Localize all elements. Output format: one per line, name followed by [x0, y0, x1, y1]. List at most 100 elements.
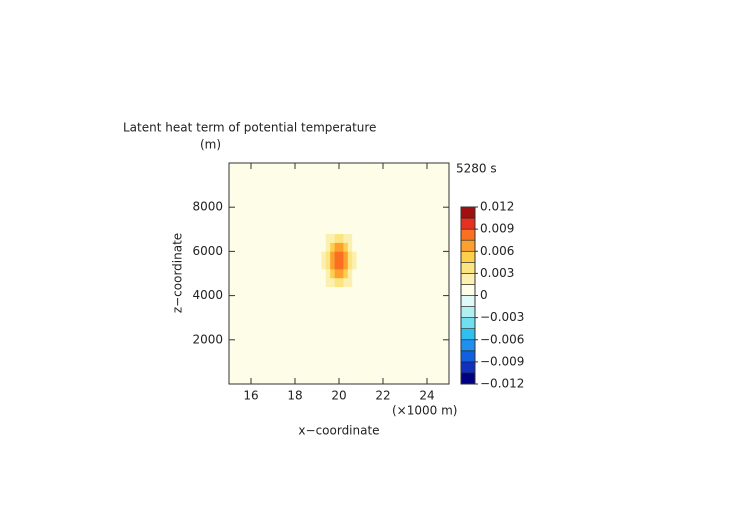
x-tick-label: 24 — [419, 389, 434, 403]
heatmap-cell — [317, 286, 322, 296]
colorbar-band — [460, 306, 476, 318]
heatmap-cell — [312, 251, 318, 261]
heatmap-cell — [334, 277, 340, 288]
heatmap-cell — [334, 233, 340, 243]
heatmap-cell — [361, 269, 366, 279]
heatmap-cell — [321, 224, 327, 235]
heatmap-cell — [317, 242, 322, 252]
heatmap-cell — [312, 269, 318, 279]
heatmap-cell — [356, 260, 362, 270]
colorbar-tick-label: 0.003 — [480, 266, 514, 280]
heatmap-cell — [356, 233, 362, 243]
heatmap-cell — [361, 224, 366, 235]
heatmap-cell — [343, 286, 349, 296]
colorbar-band — [460, 361, 476, 374]
heatmap-cell — [312, 260, 318, 270]
heatmap-cell — [356, 242, 362, 252]
heatmap-cell — [339, 233, 344, 243]
heatmap-cell — [334, 242, 340, 252]
colorbar-band — [460, 250, 476, 263]
heatmap-cell — [321, 269, 327, 279]
heatmap-cell — [334, 251, 340, 261]
colorbar-tick-label: −0.012 — [480, 377, 524, 391]
colorbar-band — [460, 228, 476, 241]
colorbar-tick-label: −0.009 — [480, 354, 524, 368]
heatmap-cell — [343, 251, 349, 261]
heatmap-cell — [352, 242, 357, 252]
heatmap-cell — [352, 286, 357, 296]
heatmap-cell — [339, 286, 344, 296]
colorbar-band — [460, 328, 476, 341]
y-tick-label: 2000 — [192, 332, 223, 346]
heatmap-cell — [334, 286, 340, 296]
colorbar-band — [460, 339, 476, 352]
heatmap-cell — [325, 269, 331, 279]
heatmap-cell — [361, 251, 366, 261]
colorbar-band — [460, 273, 476, 285]
heatmap-cell — [325, 277, 331, 288]
heatmap-cell — [330, 269, 335, 279]
heatmap-cell — [356, 277, 362, 288]
heatmap-cell — [330, 224, 335, 235]
heatmap-cell — [330, 277, 335, 288]
heatmap-cell — [312, 224, 318, 235]
x-tick-label: 18 — [287, 389, 302, 403]
time-label: 5280 s — [456, 162, 497, 176]
y-tick-label: 6000 — [192, 244, 223, 258]
heatmap-cell — [361, 233, 366, 243]
heatmap-cell — [321, 233, 327, 243]
heatmap-cell — [325, 251, 331, 261]
heatmap-cell — [334, 260, 340, 270]
colorbar-band — [460, 217, 476, 230]
colorbar-band — [460, 239, 476, 252]
heatmap-cell — [361, 260, 366, 270]
colorbar-tick-label: 0 — [480, 288, 488, 302]
heatmap-cell — [339, 260, 344, 270]
heatmap-cell — [321, 242, 327, 252]
heatmap-cell — [356, 251, 362, 261]
heatmap-cell — [321, 286, 327, 296]
colorbar-band — [460, 317, 476, 329]
heatmap-cell — [325, 224, 331, 235]
colorbar-band — [460, 206, 476, 219]
colorbar-tick-label: 0.012 — [480, 200, 514, 214]
heatmap-cell — [347, 260, 353, 270]
heatmap-cell — [347, 286, 353, 296]
heatmap-cell — [317, 224, 322, 235]
heatmap-cell — [339, 269, 344, 279]
heatmap-cell — [343, 260, 349, 270]
heatmap-cell — [325, 233, 331, 243]
heatmap-cell — [325, 260, 331, 270]
heatmap-cell — [356, 269, 362, 279]
heatmap-cell — [356, 286, 362, 296]
x-axis-label: x−coordinate — [298, 424, 379, 438]
y-axis-label: z−coordinate — [171, 233, 185, 313]
heatmap-cell — [343, 269, 349, 279]
colorbar-tick-label: −0.006 — [480, 332, 524, 346]
colorbar-tick-label: 0.009 — [480, 222, 514, 236]
colorbar-band — [460, 372, 476, 385]
heatmap-cell — [317, 277, 322, 288]
heatmap-cell — [343, 242, 349, 252]
heatmap-cell — [361, 242, 366, 252]
heatmap-cell — [347, 242, 353, 252]
heatmap-cell — [330, 286, 335, 296]
colorbar-tick-label: −0.003 — [480, 310, 524, 324]
heatmap-cell — [339, 242, 344, 252]
heatmap-cell — [321, 277, 327, 288]
heatmap-cell — [312, 277, 318, 288]
y-unit: (m) — [200, 138, 221, 152]
heatmap-cell — [317, 251, 322, 261]
heatmap-cell — [352, 269, 357, 279]
heatmap-cell — [361, 286, 366, 296]
heatmap-cell — [347, 277, 353, 288]
x-tick-label: 16 — [243, 389, 258, 403]
heatmap-cell — [339, 224, 344, 235]
heatmap-cell — [317, 260, 322, 270]
heatmap-cell — [334, 269, 340, 279]
heatmap-cell — [352, 277, 357, 288]
heatmap-cell — [312, 233, 318, 243]
heatmap-cell — [317, 233, 322, 243]
heatmap-cell — [339, 251, 344, 261]
